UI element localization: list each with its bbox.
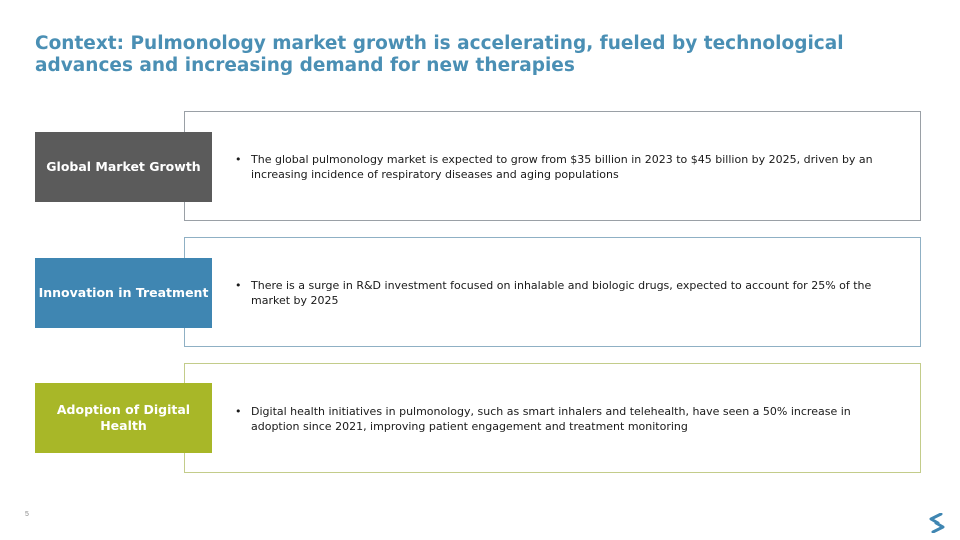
bullet-content: The global pulmonology market is expecte… (251, 153, 873, 181)
slide-title: Context: Pulmonology market growth is ac… (35, 33, 844, 76)
company-logo-icon (929, 513, 945, 533)
section-box: • Digital health initiatives in pulmonol… (184, 363, 921, 473)
section-label: Global Market Growth (35, 132, 212, 202)
section-box: • There is a surge in R&D investment foc… (184, 237, 921, 347)
bullet-icon: • (235, 153, 242, 166)
section-label-text: Global Market Growth (46, 159, 201, 174)
bullet-icon: • (235, 279, 242, 292)
section-label: Adoption of Digital Health (35, 383, 212, 453)
section-bullet-text: • Digital health initiatives in pulmonol… (235, 404, 894, 434)
section-bullet-text: • There is a surge in R&D investment foc… (235, 278, 894, 308)
section-box: • The global pulmonology market is expec… (184, 111, 921, 221)
section-label-text: Innovation in Treatment (38, 285, 209, 300)
section-bullet-text: • The global pulmonology market is expec… (235, 152, 894, 182)
bullet-content: Digital health initiatives in pulmonolog… (251, 405, 851, 433)
section-label: Innovation in Treatment (35, 258, 212, 328)
bullet-content: There is a surge in R&D investment focus… (251, 279, 872, 307)
section-label-text: Adoption of Digital Health (56, 402, 191, 433)
bullet-icon: • (235, 405, 242, 418)
page-number: 5 (25, 511, 29, 518)
